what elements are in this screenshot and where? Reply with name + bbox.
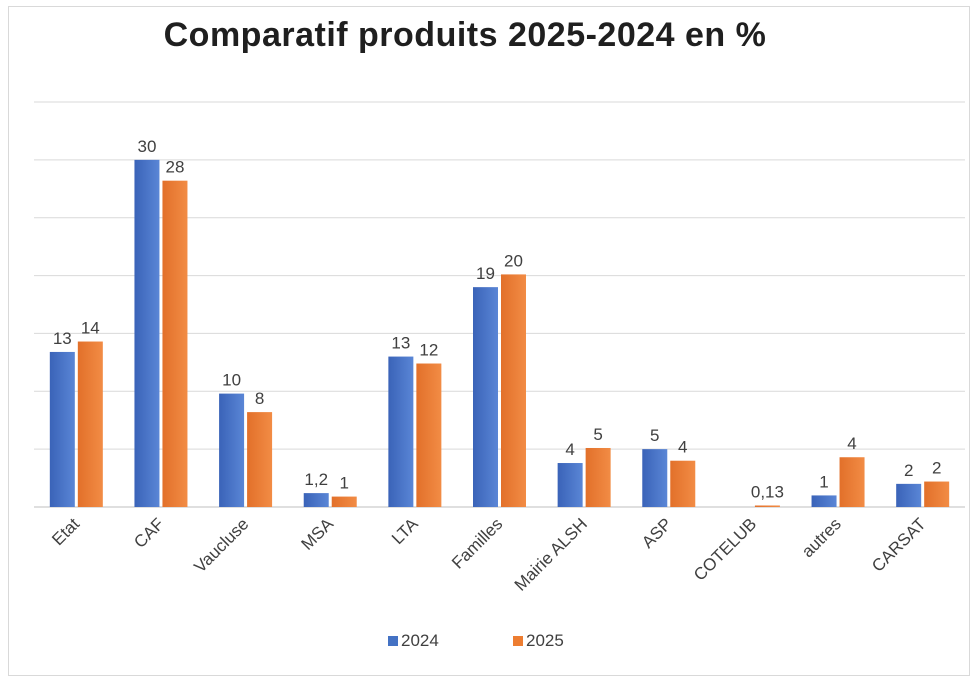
bar-2024-etat xyxy=(49,351,75,507)
data-label-2025-mairie-alsh: 5 xyxy=(593,425,602,444)
tick-label-carsat: CARSAT xyxy=(868,514,929,575)
data-label-2024-vaucluse: 10 xyxy=(222,371,241,390)
data-label-2024-carsat: 2 xyxy=(904,461,913,480)
data-label-2025-etat: 14 xyxy=(81,319,100,338)
bar-2025-vaucluse xyxy=(247,412,273,507)
data-label-2025-vaucluse: 8 xyxy=(255,389,264,408)
tick-label-asp: ASP xyxy=(638,514,675,551)
bar-2024-mairie-alsh xyxy=(557,463,583,507)
bar-2024-familles xyxy=(473,287,498,507)
bar-2024-asp xyxy=(642,449,668,507)
data-label-2024-autres: 1 xyxy=(819,472,828,491)
bar-2024-msa xyxy=(303,493,329,507)
data-label-2025-asp: 4 xyxy=(678,438,687,457)
legend: 2024 2025 xyxy=(388,631,564,650)
bar-2025-msa xyxy=(331,496,357,507)
data-label-2024-familles: 19 xyxy=(476,264,495,283)
bar-2025-familles xyxy=(501,274,526,507)
tick-label-cotelub: COTELUB xyxy=(690,514,760,584)
data-label-2024-asp: 5 xyxy=(650,426,659,445)
chart-title: Comparatif produits 2025-2024 en % xyxy=(163,16,767,54)
bar-2025-caf xyxy=(162,180,188,507)
tick-label-autres: autres xyxy=(798,514,845,561)
bar-2025-asp xyxy=(670,460,696,507)
bars xyxy=(49,159,950,507)
data-label-2025-carsat: 2 xyxy=(932,459,941,478)
bar-2025-carsat xyxy=(924,481,950,507)
category-tick-labels: Etat CAF Vaucluse MSA LTA Familles Mairie ALSH… xyxy=(48,514,929,595)
data-label-2025-familles: 20 xyxy=(504,251,523,270)
data-label-2025-lta: 12 xyxy=(419,341,438,360)
data-label-2024-mairie-alsh: 4 xyxy=(565,440,574,459)
bar-2024-carsat xyxy=(896,483,922,507)
data-label-2025-cotelub: 0,13 xyxy=(751,482,784,501)
data-label-2024-msa: 1,2 xyxy=(304,470,328,489)
bar-2024-caf xyxy=(134,159,160,507)
bar-2025-mairie-alsh xyxy=(585,447,611,507)
tick-label-caf: CAF xyxy=(130,514,167,551)
tick-label-etat: Etat xyxy=(48,514,83,549)
data-label-2024-etat: 13 xyxy=(53,329,72,348)
bar-2024-autres xyxy=(811,495,837,507)
data-label-2024-caf: 30 xyxy=(137,137,156,156)
bar-2024-lta xyxy=(388,356,414,507)
data-label-2025-autres: 4 xyxy=(847,434,856,453)
data-label-2024-lta: 13 xyxy=(391,334,410,353)
legend-label-2024: 2024 xyxy=(401,631,439,650)
bar-2025-autres xyxy=(839,457,865,507)
tick-label-mairie-alsh: Mairie ALSH xyxy=(511,514,591,594)
tick-label-lta: LTA xyxy=(388,514,422,548)
legend-label-2025: 2025 xyxy=(526,631,564,650)
tick-label-msa: MSA xyxy=(298,514,338,554)
bar-2025-lta xyxy=(416,363,442,507)
legend-swatch-2024 xyxy=(388,636,398,646)
gridlines xyxy=(34,101,965,508)
bar-2025-etat xyxy=(77,341,103,507)
data-label-2025-msa: 1 xyxy=(339,474,348,493)
tick-label-vaucluse: Vaucluse xyxy=(190,514,252,576)
data-label-2025-caf: 28 xyxy=(165,158,184,177)
tick-label-familles: Familles xyxy=(448,514,506,572)
bar-2025-cotelub xyxy=(754,505,780,507)
bar-2024-vaucluse xyxy=(219,393,245,507)
legend-swatch-2025 xyxy=(513,636,523,646)
